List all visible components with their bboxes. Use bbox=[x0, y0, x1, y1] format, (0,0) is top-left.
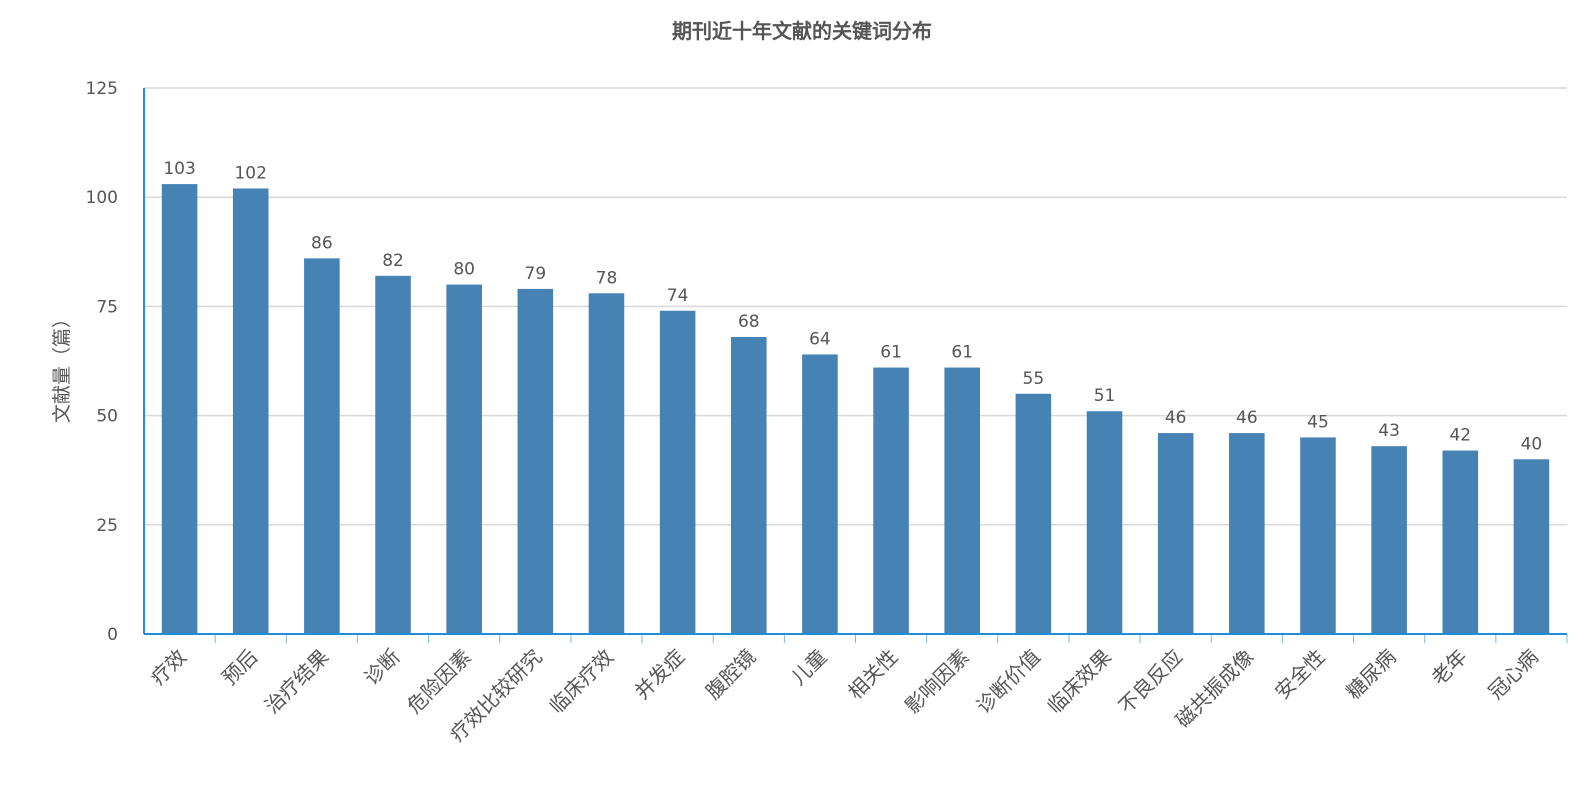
bar-value-label: 102 bbox=[234, 163, 266, 183]
y-tick-label: 125 bbox=[86, 79, 118, 99]
bar-value-label: 68 bbox=[738, 312, 760, 332]
bar bbox=[1442, 450, 1479, 634]
x-tick-label: 磁共振成像 bbox=[1171, 645, 1259, 733]
x-tick-label: 影响因素 bbox=[900, 645, 974, 719]
bar bbox=[375, 275, 411, 634]
chart-title: 期刊近十年文献的关键词分布 bbox=[672, 19, 932, 43]
y-axis-label: 文献量（篇） bbox=[51, 309, 73, 423]
y-axis-ticks: 0 25 50 75 100 125 bbox=[86, 79, 118, 645]
bar-value-label: 45 bbox=[1307, 412, 1329, 432]
bars bbox=[161, 184, 1550, 635]
bar-value-label: 82 bbox=[382, 251, 404, 271]
x-tick-label: 诊断 bbox=[359, 645, 404, 690]
x-tick-label: 治疗结果 bbox=[260, 645, 334, 719]
y-tick-label: 0 bbox=[107, 625, 118, 645]
x-tick-label: 糖尿病 bbox=[1341, 645, 1400, 704]
bar-value-label: 46 bbox=[1236, 408, 1258, 428]
bar bbox=[944, 367, 981, 634]
bar bbox=[304, 258, 340, 634]
bar-value-label: 61 bbox=[951, 343, 973, 363]
bar bbox=[1157, 433, 1194, 634]
x-tick-label: 老年 bbox=[1427, 645, 1472, 690]
x-tick-label: 不良反应 bbox=[1114, 645, 1188, 719]
gridlines bbox=[144, 87, 1567, 526]
bar bbox=[446, 284, 482, 634]
bar-value-label: 42 bbox=[1449, 426, 1471, 446]
bar-value-label: 61 bbox=[880, 343, 902, 363]
y-tick-label: 25 bbox=[96, 516, 118, 536]
bar bbox=[1371, 446, 1407, 634]
bar bbox=[1086, 411, 1123, 634]
y-tick-label: 100 bbox=[86, 188, 118, 208]
bar bbox=[802, 354, 838, 634]
bar-value-label: 64 bbox=[809, 329, 831, 349]
x-tick-label: 腹腔镜 bbox=[701, 645, 760, 704]
x-tick-label: 相关性 bbox=[843, 645, 902, 704]
y-tick-label: 50 bbox=[96, 407, 118, 427]
bar-value-label: 103 bbox=[163, 159, 195, 179]
bar-value-label: 40 bbox=[1521, 434, 1543, 454]
bar-value-label: 80 bbox=[453, 260, 475, 280]
bar bbox=[659, 310, 696, 634]
bar bbox=[1015, 393, 1052, 634]
bar bbox=[873, 367, 909, 634]
x-tick-label: 并发症 bbox=[630, 645, 689, 704]
x-tick-label: 冠心病 bbox=[1484, 645, 1543, 704]
x-tick-label: 临床效果 bbox=[1043, 645, 1117, 719]
x-tick-label: 危险因素 bbox=[402, 645, 476, 719]
data-labels: 103 102 86 82 80 79 78 74 68 64 61 61 55 51 46 46 45 43 42… bbox=[163, 159, 1542, 454]
bar-value-label: 43 bbox=[1378, 421, 1400, 441]
bar-value-label: 74 bbox=[667, 286, 689, 306]
axes bbox=[143, 88, 1567, 635]
bar-value-label: 78 bbox=[596, 268, 618, 288]
bar bbox=[1229, 433, 1265, 634]
bar bbox=[730, 336, 767, 634]
x-tick-label: 安全性 bbox=[1270, 645, 1329, 704]
bar bbox=[517, 288, 554, 634]
bar-value-label: 86 bbox=[311, 233, 333, 253]
x-tick-label: 儿童 bbox=[786, 645, 831, 690]
x-tick-label: 疗效 bbox=[146, 645, 191, 690]
x-tick-label: 临床疗效 bbox=[544, 645, 618, 719]
bar-value-label: 51 bbox=[1094, 386, 1116, 406]
bar bbox=[161, 184, 198, 634]
bar bbox=[1300, 437, 1336, 634]
bar bbox=[1513, 459, 1550, 634]
bar bbox=[232, 188, 269, 635]
bar-value-label: 79 bbox=[525, 264, 547, 284]
bar-value-label: 55 bbox=[1023, 369, 1045, 389]
x-tick-label: 预后 bbox=[217, 645, 262, 690]
x-tick-label: 诊断价值 bbox=[971, 645, 1045, 719]
bar-value-label: 46 bbox=[1165, 408, 1187, 428]
bar bbox=[588, 293, 625, 634]
y-tick-label: 75 bbox=[96, 297, 118, 317]
